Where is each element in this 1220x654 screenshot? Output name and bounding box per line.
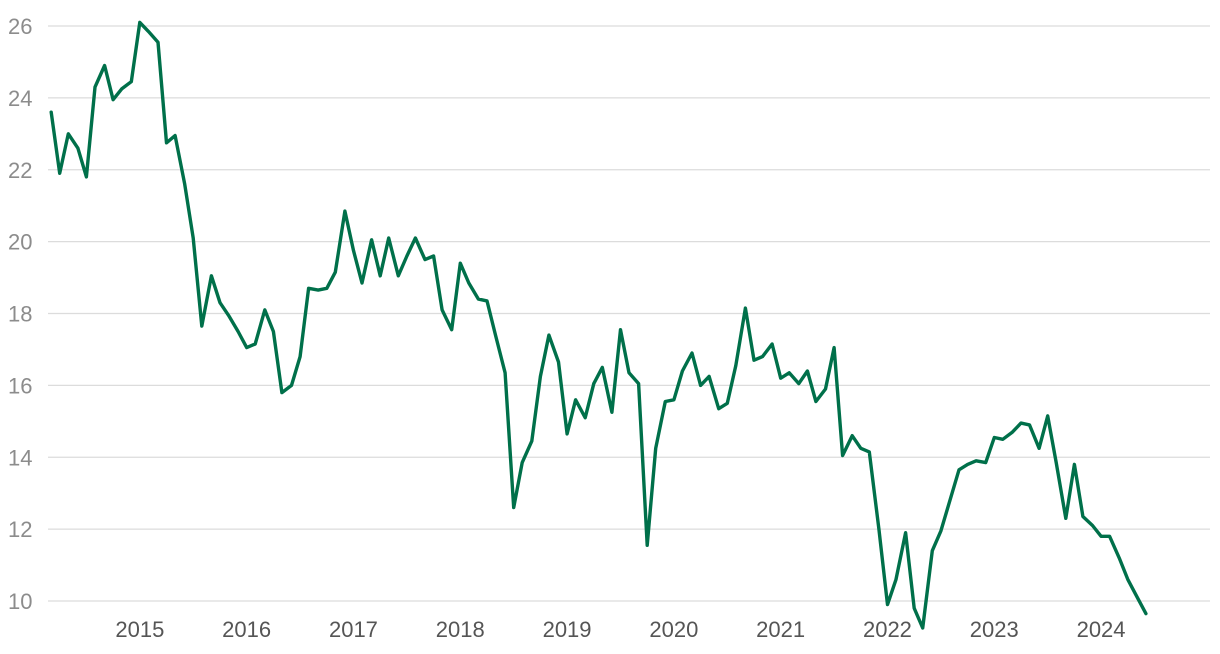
x-tick-label: 2021 — [756, 617, 805, 642]
y-tick-label: 26 — [8, 14, 32, 39]
x-tick-label: 2016 — [222, 617, 271, 642]
x-tick-label: 2024 — [1077, 617, 1126, 642]
y-tick-label: 12 — [8, 517, 32, 542]
x-axis-ticks: 2015 2016 2017 2018 2019 2020 2021 2022 2023 2024 — [115, 617, 1125, 642]
x-tick-label: 2023 — [970, 617, 1019, 642]
x-tick-label: 2022 — [863, 617, 912, 642]
gridlines — [48, 25, 1210, 602]
y-tick-label: 16 — [8, 373, 32, 398]
y-tick-label: 24 — [8, 86, 32, 111]
y-tick-label: 14 — [8, 445, 32, 470]
y-axis-ticks: 10 12 14 16 18 20 22 24 26 — [8, 14, 32, 614]
y-tick-label: 20 — [8, 230, 32, 255]
series-line-0 — [49, 20, 1148, 630]
x-tick-label: 2019 — [543, 617, 592, 642]
x-tick-label: 2018 — [436, 617, 485, 642]
y-tick-label: 18 — [8, 302, 32, 327]
x-tick-label: 2020 — [649, 617, 698, 642]
y-tick-label: 22 — [8, 158, 32, 183]
y-tick-label: 10 — [8, 589, 32, 614]
x-tick-label: 2015 — [115, 617, 164, 642]
series-layer — [49, 20, 1148, 630]
x-tick-label: 2017 — [329, 617, 378, 642]
